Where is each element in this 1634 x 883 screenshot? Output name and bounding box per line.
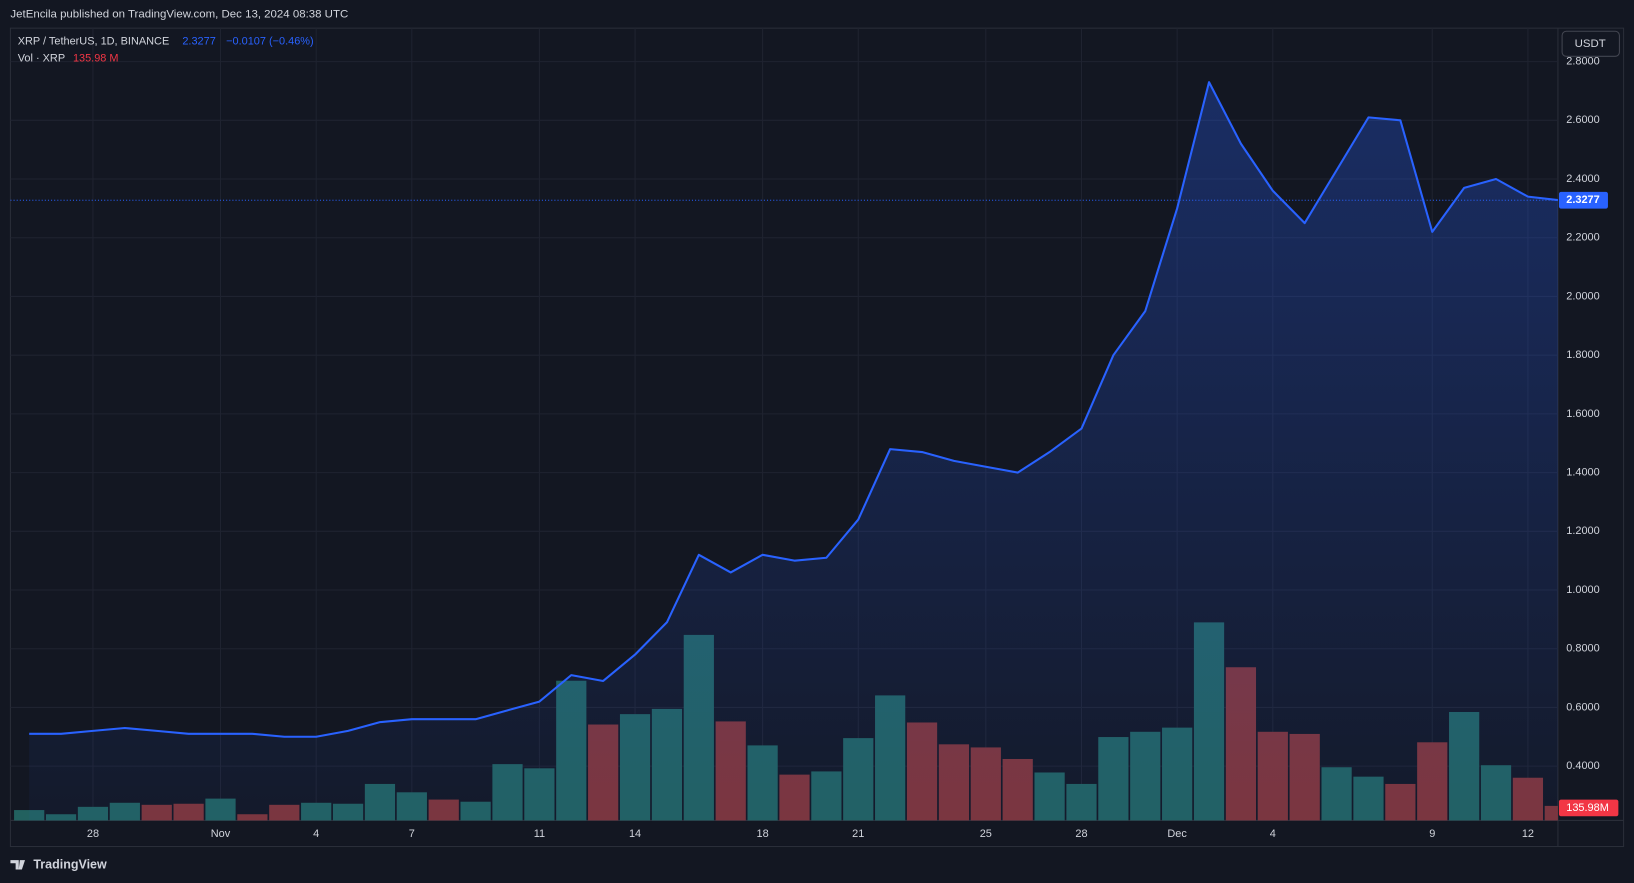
last-price-label: 2.3277 bbox=[1566, 194, 1599, 206]
volume-bar bbox=[14, 810, 45, 821]
y-tick-label: 1.0000 bbox=[1566, 584, 1599, 596]
byline: JetEncila published on TradingView.com, … bbox=[10, 9, 348, 21]
x-tick-label: 4 bbox=[1270, 828, 1276, 840]
legend: XRP / TetherUS, 1D, BINANCE 2.3277 −0.0107… bbox=[18, 36, 314, 65]
y-tick-label: 1.8000 bbox=[1566, 349, 1599, 361]
series-name: XRP / TetherUS, 1D, BINANCE bbox=[18, 36, 170, 48]
currency-button[interactable] bbox=[1561, 30, 1620, 57]
last-price-tag bbox=[1558, 191, 1608, 209]
y-tick-label: 2.6000 bbox=[1566, 114, 1599, 126]
x-tick-label: Nov bbox=[211, 828, 231, 840]
volume-legend-value: 135.98 M bbox=[73, 52, 119, 64]
x-tick-label: 14 bbox=[629, 828, 641, 840]
y-tick-label: 0.6000 bbox=[1566, 701, 1599, 713]
x-tick-label: 18 bbox=[757, 828, 769, 840]
legend-change: −0.0107 (−0.46%) bbox=[226, 36, 314, 48]
x-tick-label: 11 bbox=[534, 828, 545, 840]
brand-logo bbox=[10, 860, 26, 870]
y-tick-label: 1.6000 bbox=[1566, 408, 1599, 420]
volume-name: Vol · XRP bbox=[18, 52, 65, 64]
last-volume-tag bbox=[1558, 799, 1619, 817]
price bbox=[10, 81, 1558, 821]
x-tick-label: 28 bbox=[87, 828, 99, 840]
legend-value: 2.3277 bbox=[182, 36, 215, 48]
x-tick-label: 4 bbox=[313, 828, 319, 840]
frame bbox=[9, 27, 1625, 848]
brand: TradingView bbox=[33, 858, 107, 872]
y-tick-label: 1.4000 bbox=[1566, 466, 1599, 478]
last-volume-label: 135.98M bbox=[1566, 802, 1609, 814]
price-line bbox=[29, 81, 1558, 738]
x-tick-label: 12 bbox=[1522, 828, 1534, 840]
x-tick-label: 28 bbox=[1075, 828, 1087, 840]
y-tick-label: 1.2000 bbox=[1566, 525, 1599, 537]
y-tick-label: 2.8000 bbox=[1566, 56, 1599, 68]
y-tick-label: 2.4000 bbox=[1566, 173, 1599, 185]
y-tick-label: 2.2000 bbox=[1566, 232, 1599, 244]
axes: 0.4000 0.6000 0.8000 1.0000 1.2000 1.4000 1.60… bbox=[87, 56, 1619, 840]
x-tick-label: 9 bbox=[1429, 828, 1435, 840]
price-area bbox=[29, 82, 1558, 821]
y-tick-label: 2.0000 bbox=[1566, 290, 1599, 302]
x-tick-label: 25 bbox=[980, 828, 992, 840]
currency[interactable]: USDT bbox=[1575, 38, 1606, 50]
x-tick-label: 7 bbox=[409, 828, 415, 840]
y-tick-label: 0.8000 bbox=[1566, 643, 1599, 655]
x-tick-label: Dec bbox=[1167, 828, 1187, 840]
y-tick-label: 0.4000 bbox=[1566, 760, 1599, 772]
x-tick-label: 21 bbox=[852, 828, 864, 840]
